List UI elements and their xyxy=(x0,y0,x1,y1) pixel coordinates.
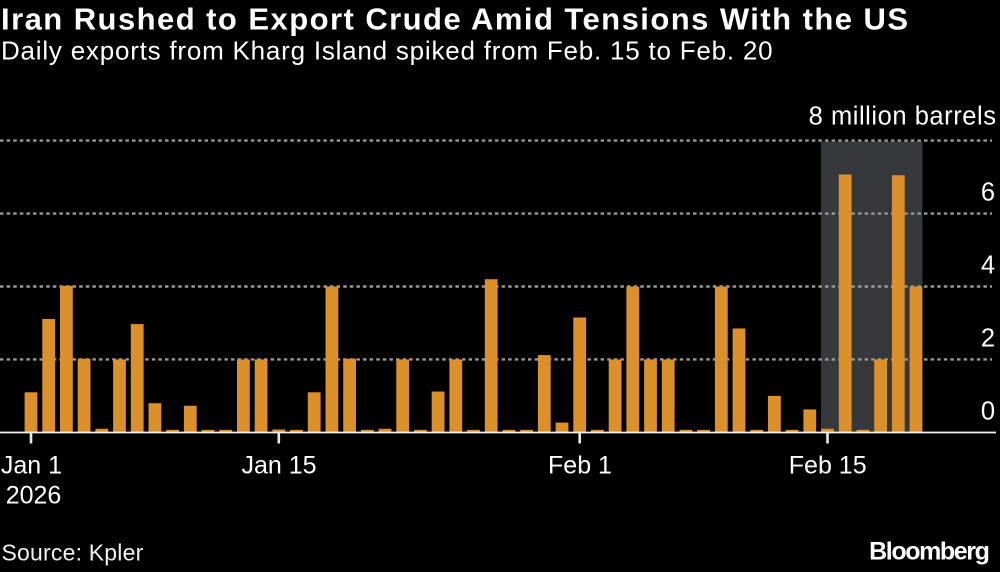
svg-text:6: 6 xyxy=(981,179,995,207)
svg-text:Source: Kpler: Source: Kpler xyxy=(2,539,144,565)
svg-text:0: 0 xyxy=(981,398,995,426)
svg-text:2026: 2026 xyxy=(6,481,62,509)
svg-text:Iran Rushed to Export Crude Am: Iran Rushed to Export Crude Amid Tension… xyxy=(1,2,909,37)
svg-text:4: 4 xyxy=(981,252,995,280)
svg-text:Daily exports from Kharg Islan: Daily exports from Kharg Island spiked f… xyxy=(1,36,773,66)
svg-text:8 million barrels: 8 million barrels xyxy=(809,103,997,131)
svg-text:Jan 15: Jan 15 xyxy=(241,452,316,480)
svg-text:Feb 1: Feb 1 xyxy=(548,452,612,480)
svg-text:Bloomberg: Bloomberg xyxy=(869,538,988,566)
svg-text:2: 2 xyxy=(981,325,995,353)
svg-text:Feb 15: Feb 15 xyxy=(789,452,867,480)
svg-text:Jan 1: Jan 1 xyxy=(1,452,62,480)
